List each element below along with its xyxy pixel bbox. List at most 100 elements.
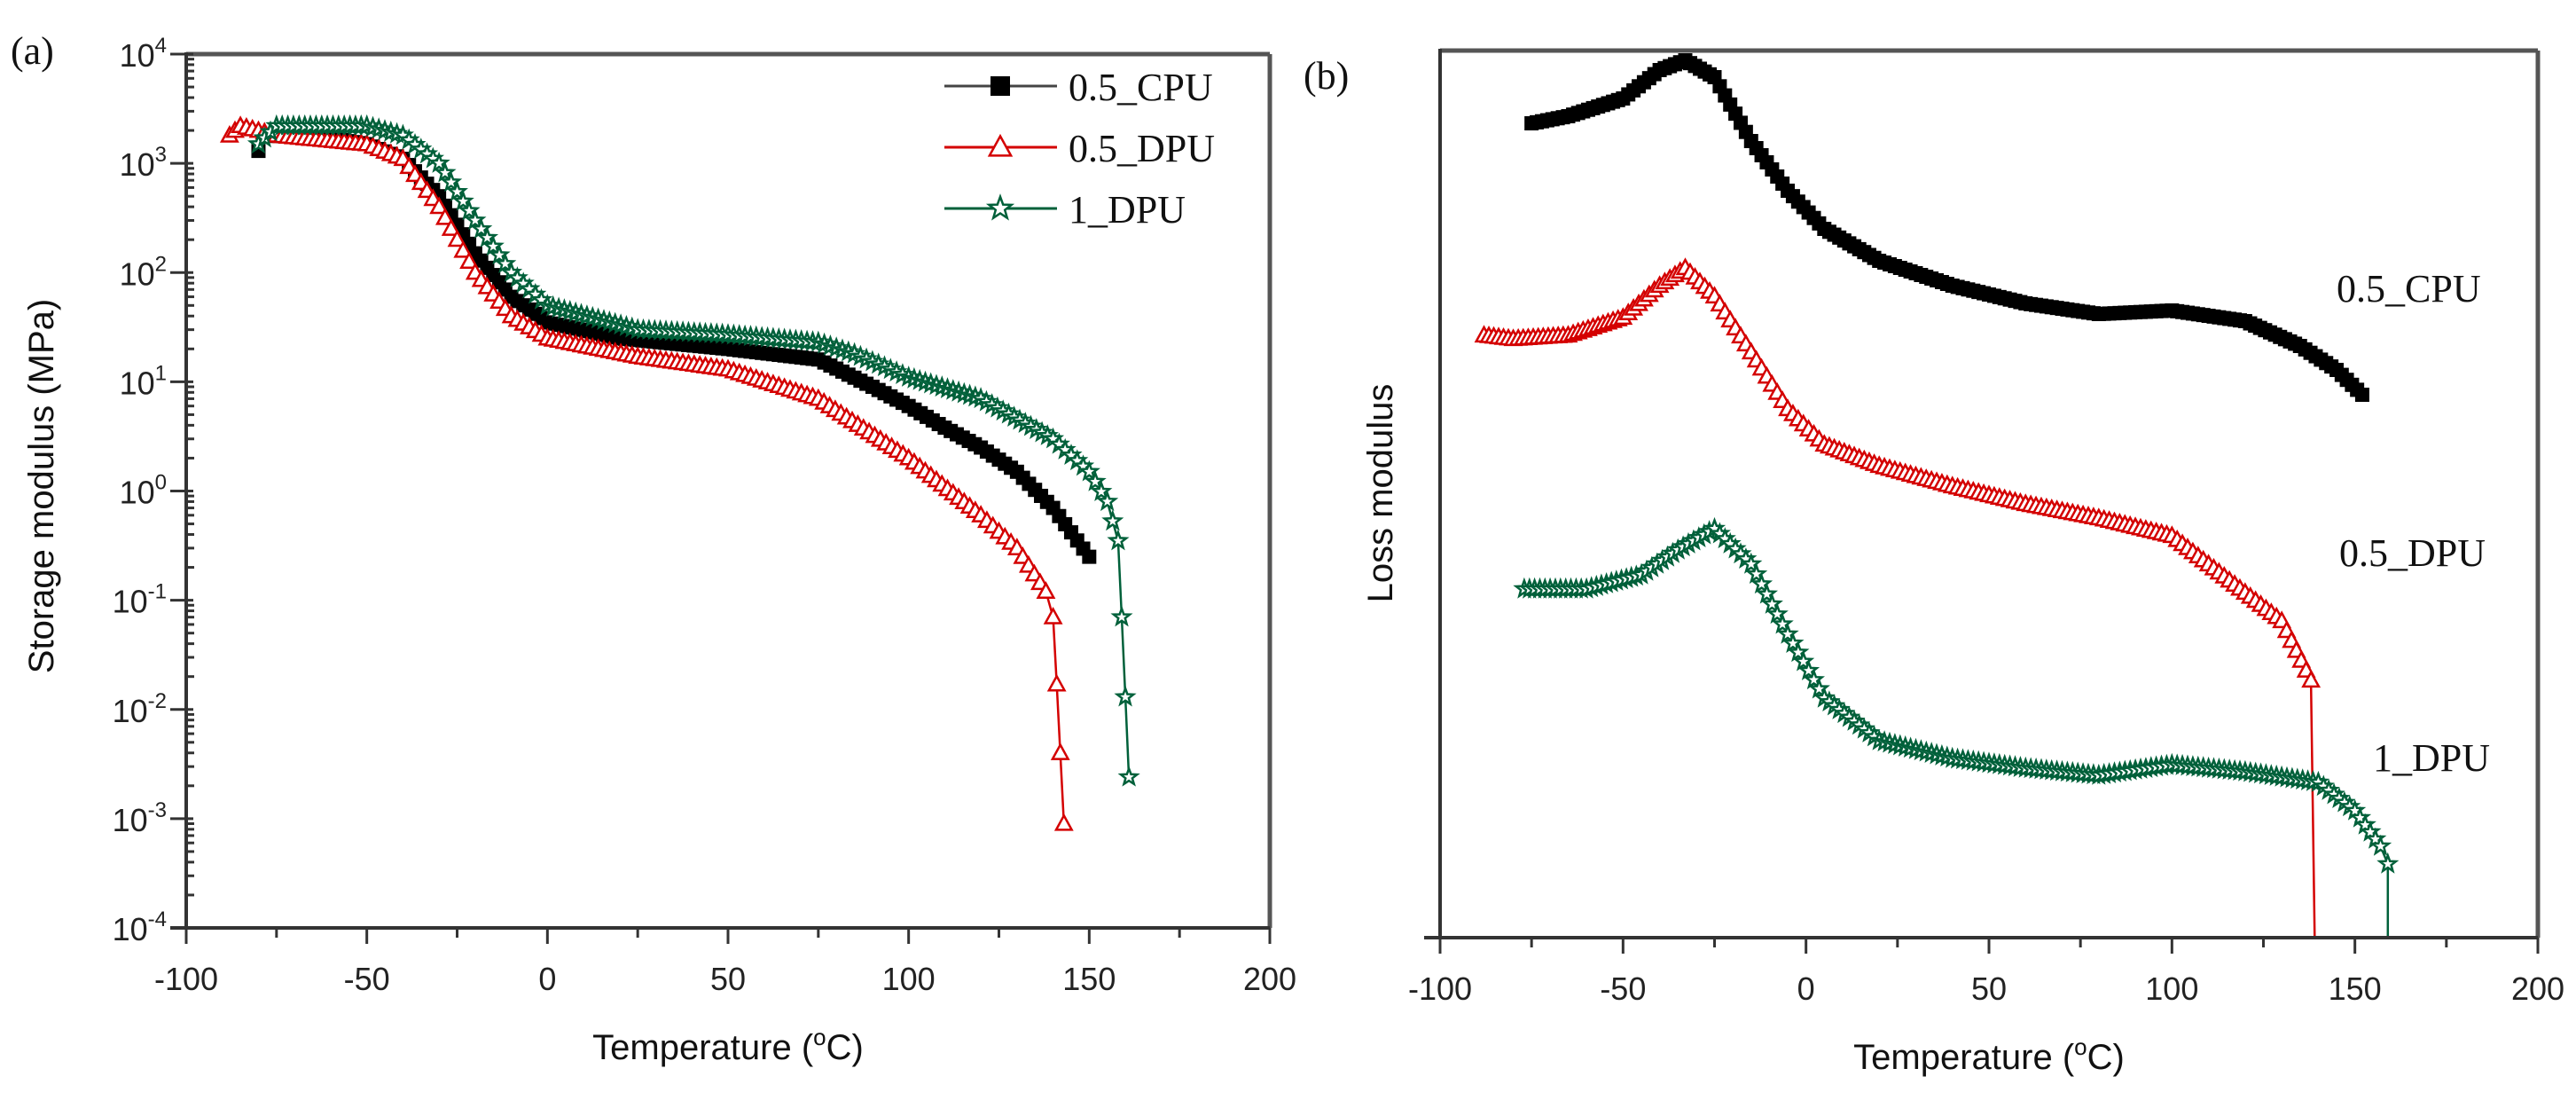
data-point (488, 243, 511, 265)
data-point (441, 218, 461, 236)
data-point (2376, 852, 2400, 874)
legend-item: 1_DPU (944, 188, 1186, 232)
data-point (987, 133, 1014, 157)
y-axis-title: Loss modulus (1361, 384, 1400, 603)
panel-label: (b) (1304, 54, 1349, 98)
data-point (1082, 549, 1097, 564)
x-tick-label: -50 (344, 961, 390, 997)
y-tick-label: 100 (120, 471, 167, 511)
data-point (1117, 765, 1140, 787)
data-point (427, 151, 450, 173)
curve-label: 0.5_DPU (2339, 531, 2486, 575)
curve-label: 0.5_CPU (2337, 267, 2481, 310)
data-point (434, 161, 457, 183)
data-point (1760, 592, 1783, 614)
data-point (1802, 668, 1825, 690)
data-point (1101, 509, 1124, 531)
data-point (458, 199, 481, 221)
data-point (459, 251, 479, 269)
data-point (447, 229, 467, 248)
data-point (1096, 490, 1119, 512)
y-axis-title: Storage modulus (MPa) (22, 299, 61, 673)
data-point (453, 240, 474, 258)
data-point (1036, 581, 1056, 599)
series-line (1484, 266, 2316, 939)
x-tick-label: -100 (1408, 970, 1472, 1007)
data-point (1084, 469, 1107, 491)
data-point (445, 180, 469, 202)
data-point (482, 234, 505, 256)
curve-label: 1_DPU (2373, 736, 2490, 780)
data-point (475, 225, 499, 248)
y-tick-label: 10-1 (113, 580, 167, 620)
x-tick-label: 150 (1062, 961, 1116, 997)
data-point (1771, 612, 1794, 634)
data-point (451, 189, 474, 211)
series-0-5-dpu (1474, 257, 2322, 939)
y-tick-label: 104 (120, 34, 167, 74)
data-point (1755, 582, 1779, 604)
data-point (1792, 649, 1815, 672)
y-tick-label: 10-2 (113, 689, 167, 729)
data-point (985, 193, 1015, 221)
data-point (1766, 602, 1789, 625)
x-tick-label: 200 (2511, 970, 2564, 1007)
data-point (435, 207, 455, 225)
data-point (1110, 605, 1133, 627)
data-point (1090, 479, 1113, 501)
data-point (2301, 670, 2322, 688)
legend-label: 0.5_DPU (1069, 127, 1215, 170)
x-tick-label: 100 (882, 961, 936, 997)
data-point (1046, 673, 1067, 692)
legend-item: 0.5_CPU (944, 66, 1213, 109)
data-point (1797, 658, 1820, 680)
data-point (1114, 685, 1137, 707)
data-point (1750, 572, 1773, 594)
data-point (1807, 677, 1830, 699)
x-tick-label: 50 (710, 961, 746, 997)
data-point (440, 170, 463, 192)
data-point (2369, 834, 2392, 856)
x-tick-label: 0 (1797, 970, 1815, 1007)
x-tick-label: 0 (538, 961, 556, 997)
y-tick-label: 102 (120, 252, 167, 292)
y-tick-label: 101 (120, 361, 167, 401)
data-point (1050, 742, 1070, 760)
data-point (1787, 640, 1810, 663)
series-line (1531, 59, 2363, 396)
data-point (2354, 388, 2369, 402)
legend: 0.5_CPU 0.5_DPU 1_DPU (944, 66, 1215, 232)
data-point (1781, 632, 1805, 654)
data-point (1107, 529, 1130, 551)
y-tick-label: 103 (120, 143, 167, 183)
x-axis-title: Temperature (oC) (592, 1024, 864, 1067)
panel-a-storage-modulus: -100 -50 0 50 100 150 200 10-4 10-3 10-2 10-1 100 10… (11, 29, 1296, 1067)
data-point (469, 217, 493, 240)
panel-b-loss-modulus: -100 -50 0 50 100 150 200 Temperature (oC) Loss … (1304, 48, 2564, 1077)
panel-label: (a) (11, 29, 54, 73)
x-tick-label: 50 (1971, 970, 2007, 1007)
data-point (1776, 622, 1799, 644)
y-tick-label: 10-4 (113, 908, 167, 947)
series-0-5-dpu (219, 115, 1074, 831)
data-point (1077, 460, 1100, 482)
x-tick-label: -100 (154, 961, 218, 997)
x-tick-label: 100 (2145, 970, 2198, 1007)
series-1-dpu (1513, 516, 2400, 938)
legend-label: 0.5_CPU (1069, 66, 1213, 109)
data-point (1043, 606, 1063, 625)
x-axis-title: Temperature (oC) (1853, 1033, 2125, 1077)
legend-item: 0.5_DPU (944, 127, 1215, 170)
data-point (1740, 552, 1763, 574)
data-point (1053, 813, 1074, 831)
x-tick-label: 200 (1243, 961, 1296, 997)
data-point (1745, 562, 1768, 585)
legend-label: 1_DPU (1069, 188, 1186, 232)
series-1-dpu (247, 114, 1140, 787)
data-point (990, 76, 1010, 96)
series-line (1523, 527, 2390, 938)
series-0-5-cpu (1524, 53, 2369, 402)
x-tick-label: 150 (2329, 970, 2382, 1007)
x-tick-label: -50 (1600, 970, 1646, 1007)
